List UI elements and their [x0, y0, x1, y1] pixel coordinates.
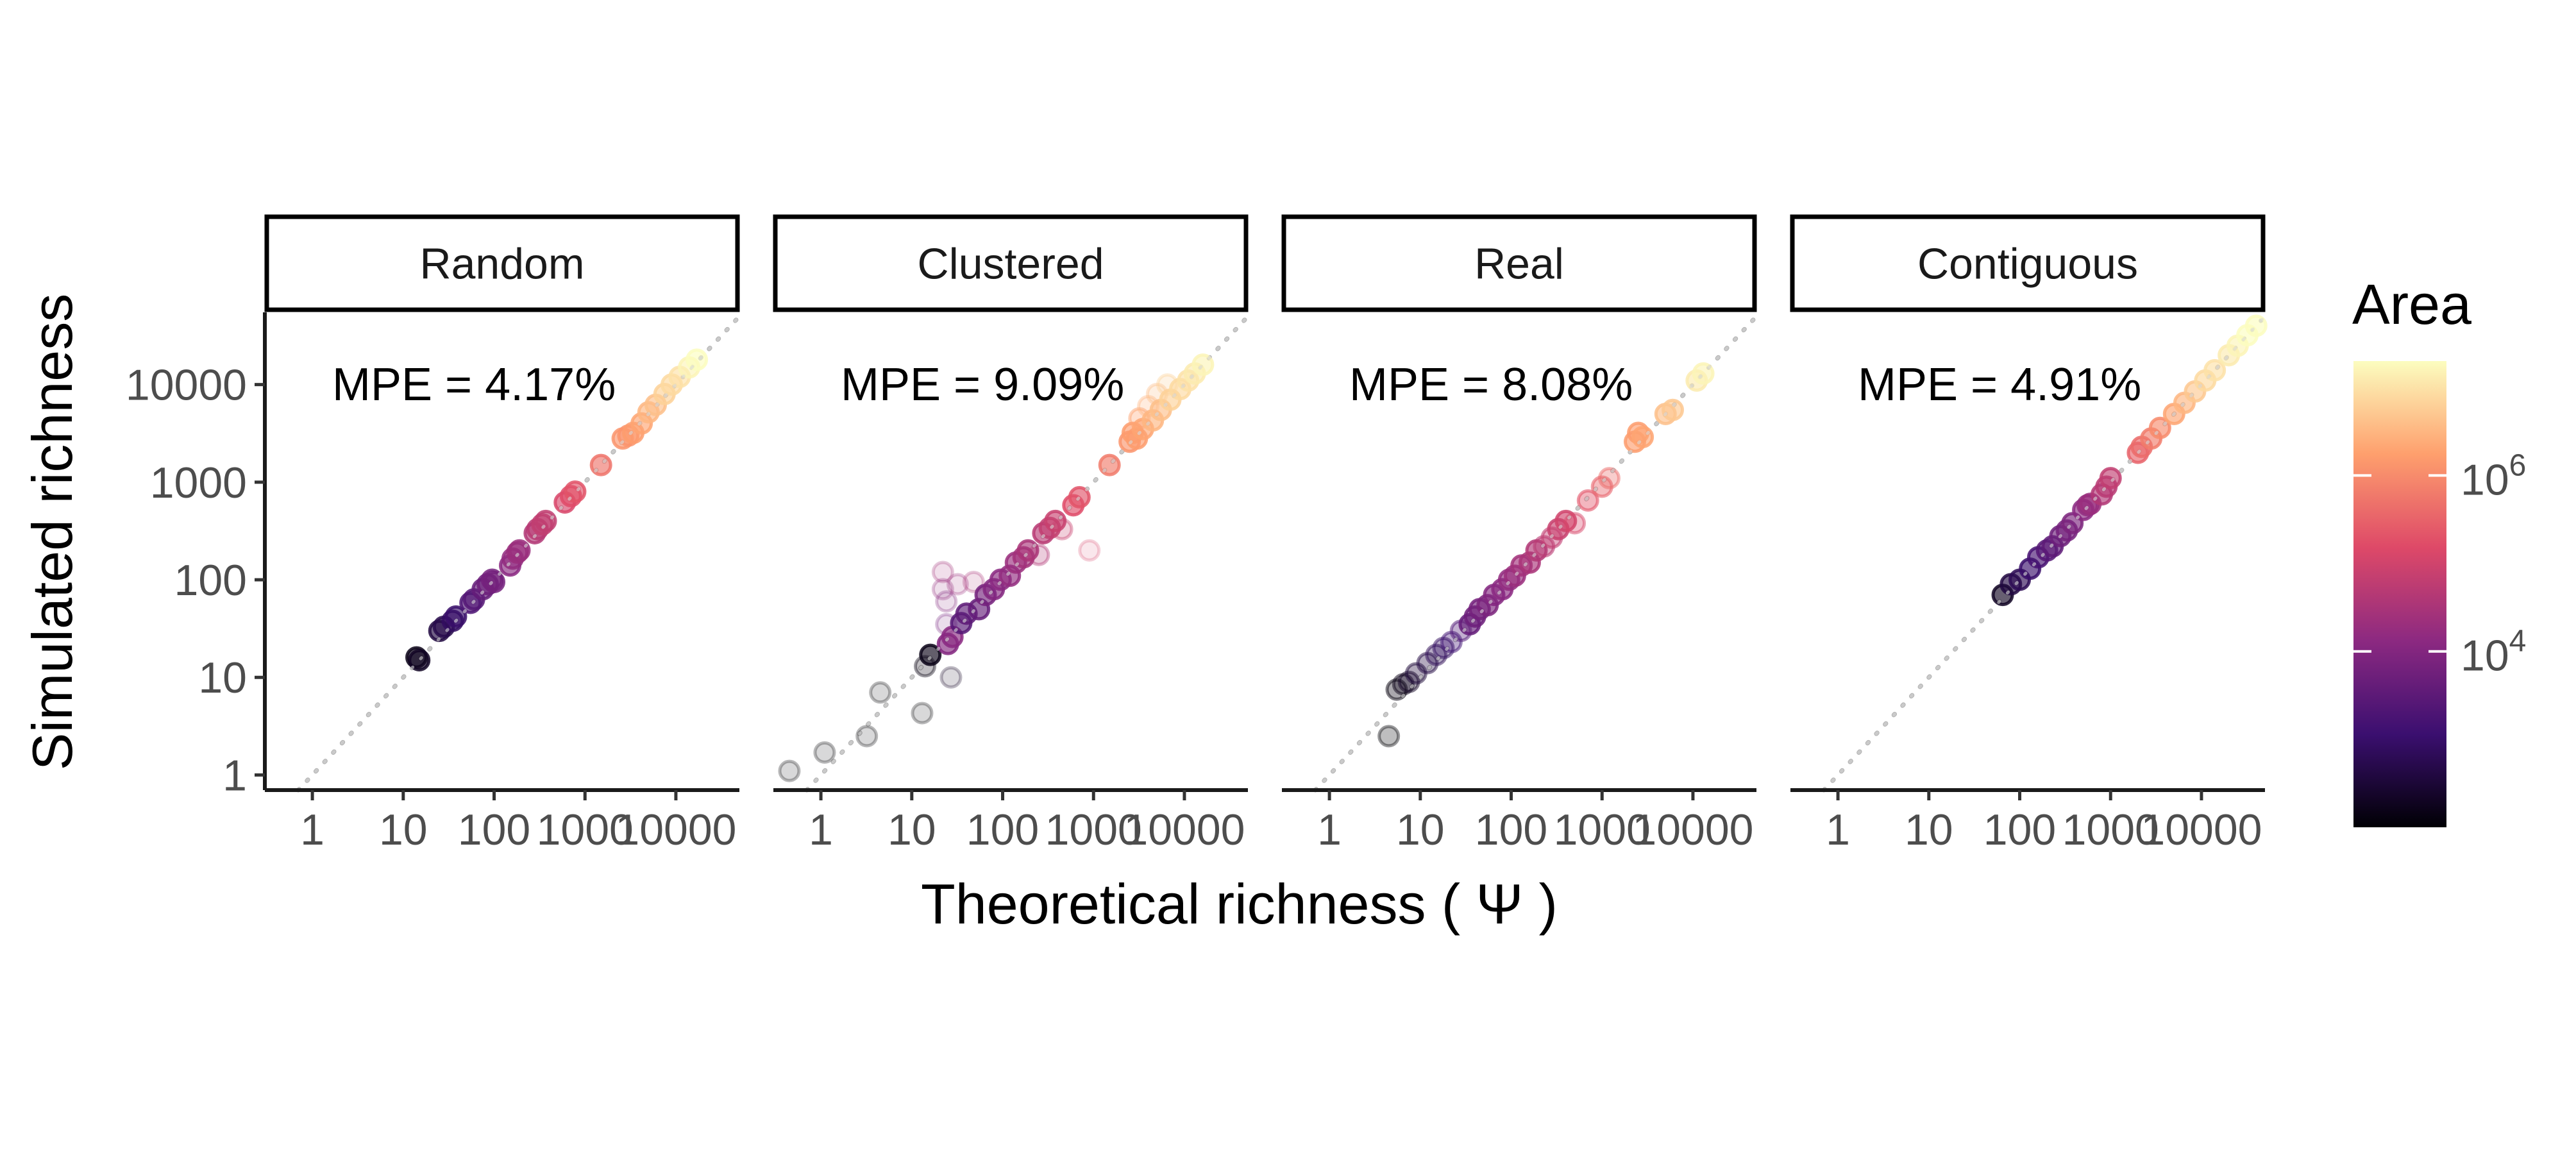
data-point — [1078, 539, 1101, 562]
data-point — [935, 590, 958, 613]
identity-line-overlay — [1822, 314, 2267, 792]
mpe-annotation: MPE = 9.09% — [841, 359, 1124, 410]
x-tick-label: 10000 — [615, 805, 736, 854]
tick-exponent: 6 — [2509, 448, 2527, 482]
colorbar-tick-label: 104 — [2461, 625, 2526, 680]
data-point — [1191, 353, 1215, 376]
identity-line-overlay — [1313, 314, 1758, 792]
mpe-annotation: MPE = 4.91% — [1858, 359, 2141, 410]
x-tick-label: 1 — [1826, 805, 1850, 854]
data-point — [778, 759, 801, 782]
data-point — [534, 509, 557, 532]
data-point — [686, 348, 709, 371]
x-tick-label: 10000 — [1632, 805, 1753, 854]
data-point — [444, 605, 467, 628]
x-tick-label: 1000 — [1554, 805, 1651, 854]
facet-strip-label: Contiguous — [1917, 240, 2138, 289]
x-tick-label: 100 — [966, 805, 1039, 854]
identity-line-overlay — [296, 314, 741, 792]
colorbar — [2353, 361, 2446, 827]
data-point — [564, 480, 587, 503]
x-tick-label: 10 — [888, 805, 936, 854]
data-point — [1377, 725, 1401, 748]
y-tick-label: 100 — [174, 556, 247, 605]
mpe-annotation: MPE = 8.08% — [1349, 359, 1633, 410]
data-point — [1631, 425, 1654, 448]
data-point — [931, 578, 954, 601]
x-tick-label: 1000 — [1045, 805, 1142, 854]
x-tick-label: 100 — [1475, 805, 1547, 854]
legend-title: Area — [2352, 273, 2471, 336]
y-tick-label: 10000 — [126, 361, 247, 410]
axis-titles: Theoretical richness ( Ψ ) Simulated ric… — [21, 294, 1558, 936]
y-tick-label: 1000 — [150, 459, 247, 507]
data-point — [813, 741, 836, 764]
tick-base: 10 — [2461, 455, 2509, 504]
data-point — [1662, 398, 1685, 421]
facet-strip — [1281, 214, 1757, 312]
data-point — [869, 681, 892, 704]
x-tick-label: 10 — [1905, 805, 1953, 854]
data-point — [1597, 467, 1621, 490]
y-axis-title: Simulated richness — [21, 294, 84, 770]
facet-strip-label: Random — [419, 240, 584, 289]
identity-line-overlay — [805, 314, 1250, 792]
point-group — [405, 348, 709, 671]
facet-strip — [1790, 214, 2266, 312]
x-tick-label: 1 — [1317, 805, 1342, 854]
x-tick-label: 1000 — [537, 805, 634, 854]
data-point — [931, 561, 954, 584]
x-tick-label: 10 — [1396, 805, 1445, 854]
colorbar-tick-label: 106 — [2461, 448, 2526, 504]
tick-base: 10 — [2461, 632, 2509, 680]
point-group — [778, 353, 1215, 782]
x-tick-label: 100 — [458, 805, 530, 854]
data-point — [1050, 518, 1073, 541]
y-tick-label: 10 — [198, 653, 247, 702]
tick-exponent: 4 — [2509, 625, 2527, 659]
x-axis-title: Theoretical richness ( Ψ ) — [921, 872, 1558, 936]
facet-strip — [264, 214, 740, 312]
facet-strip — [773, 214, 1249, 312]
x-tick-label: 10000 — [2141, 805, 2262, 854]
x-tick-label: 1 — [300, 805, 324, 854]
point-group — [1377, 362, 1715, 748]
facet-strip-label: Real — [1474, 240, 1564, 289]
data-point — [2099, 467, 2122, 490]
facet-strip-label: Clustered — [917, 240, 1104, 289]
data-point — [1027, 543, 1050, 566]
data-point — [946, 573, 969, 596]
data-point — [408, 648, 431, 671]
x-tick-label: 10000 — [1124, 805, 1245, 854]
x-tick-label: 1000 — [2062, 805, 2159, 854]
x-tick-label: 100 — [1983, 805, 2056, 854]
data-point — [855, 725, 879, 748]
y-tick-label: 1 — [223, 751, 247, 800]
data-point — [939, 666, 963, 689]
x-tick-label: 10 — [379, 805, 428, 854]
data-point — [919, 643, 942, 666]
x-tick-label: 1 — [809, 805, 833, 854]
data-point — [1576, 489, 1599, 512]
data-point — [483, 570, 506, 593]
data-point — [911, 702, 934, 725]
mpe-annotation: MPE = 4.17% — [332, 359, 616, 410]
